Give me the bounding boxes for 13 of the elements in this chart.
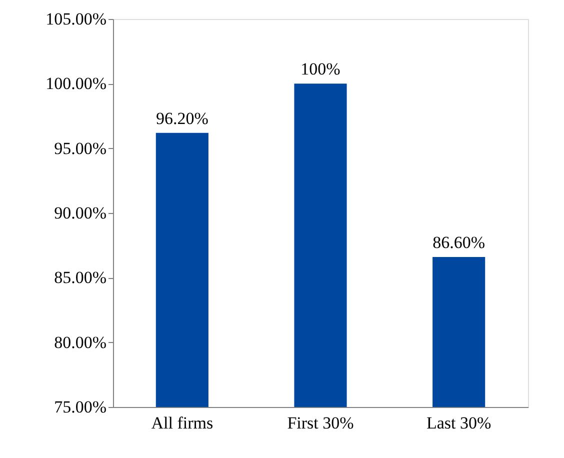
y-tick-label: 85.00%: [54, 268, 106, 288]
y-tick-label: 100.00%: [46, 74, 106, 94]
y-tick-label: 105.00%: [46, 10, 106, 28]
x-tick-label: First 30%: [287, 414, 354, 432]
y-tick-label: 90.00%: [54, 204, 106, 222]
data-label: 96.20%: [156, 108, 208, 128]
y-tick-label: 80.00%: [54, 332, 106, 352]
data-label: 86.60%: [432, 232, 486, 252]
y-tick-label: 75.00%: [54, 398, 106, 416]
x-tick-label: All firms: [151, 414, 214, 432]
y-tick-label: 95.00%: [54, 138, 106, 158]
x-tick-label: Last 30%: [426, 414, 492, 432]
data-label: 100%: [300, 60, 340, 79]
